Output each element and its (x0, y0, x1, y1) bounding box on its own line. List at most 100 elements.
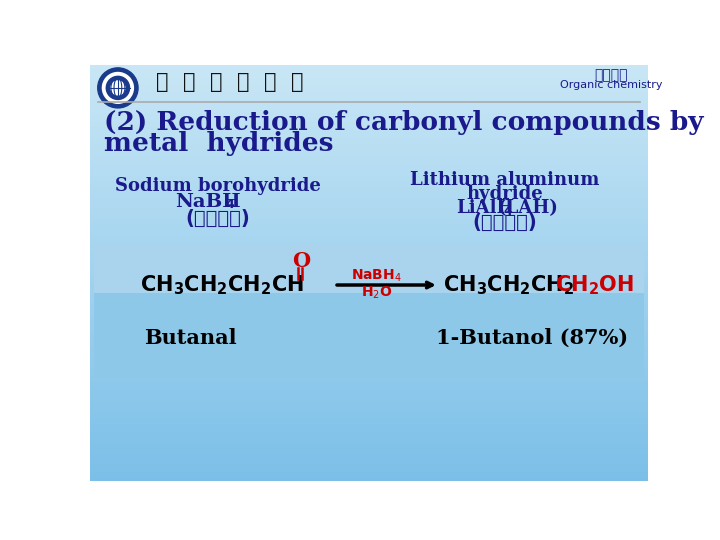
Bar (90, 240, 648, 241)
Bar (90, 311, 648, 312)
Bar (90, 374, 648, 375)
Bar (90, 459, 648, 460)
Bar (90, 339, 648, 340)
Bar (90, 334, 648, 335)
Bar (90, 358, 648, 359)
Bar (90, 265, 648, 266)
Bar (90, 389, 648, 390)
Bar (90, 159, 648, 160)
Bar (90, 113, 648, 114)
Bar (90, 227, 648, 228)
Bar (90, 117, 648, 118)
Text: 有机化学: 有机化学 (594, 69, 628, 83)
Bar (90, 323, 648, 325)
Circle shape (111, 81, 125, 95)
Bar (90, 193, 648, 194)
Bar (90, 228, 648, 229)
Bar (90, 368, 648, 369)
Bar (90, 414, 648, 415)
Bar (90, 348, 648, 349)
Bar (90, 306, 648, 307)
Bar (90, 220, 648, 221)
Bar (90, 202, 648, 204)
Bar (90, 236, 648, 237)
Text: $\mathbf{CH_3CH_2CH_2CH}$: $\mathbf{CH_3CH_2CH_2CH}$ (140, 273, 305, 297)
Bar (90, 279, 648, 280)
Bar (90, 219, 648, 220)
Bar (90, 480, 648, 481)
Bar (90, 114, 648, 115)
Bar (90, 405, 648, 406)
Bar (90, 466, 648, 467)
Bar (90, 182, 648, 183)
Bar (90, 108, 648, 109)
Bar (90, 99, 648, 100)
Bar (90, 177, 648, 178)
Bar (90, 83, 648, 84)
Bar (90, 271, 648, 272)
Bar (90, 390, 648, 391)
Bar (90, 350, 648, 351)
Bar (90, 415, 648, 416)
Bar (90, 450, 648, 451)
Text: Organic chemistry: Organic chemistry (559, 80, 662, 90)
Bar (90, 367, 648, 368)
Bar (90, 465, 648, 466)
Bar (90, 86, 648, 87)
Bar (90, 284, 648, 285)
Bar (90, 194, 648, 195)
Bar (90, 294, 648, 295)
Bar (90, 232, 648, 233)
Bar (90, 435, 648, 436)
Text: LiAlH: LiAlH (456, 199, 514, 217)
Bar (90, 353, 648, 354)
Bar (90, 366, 648, 367)
Bar (90, 452, 648, 453)
Bar (90, 377, 648, 378)
Text: hydride: hydride (467, 185, 543, 203)
Bar (90, 381, 648, 382)
Bar (90, 179, 648, 180)
Bar (90, 436, 648, 437)
Bar (90, 455, 648, 456)
Bar (90, 360, 648, 361)
Bar (90, 382, 648, 383)
Bar (90, 443, 648, 444)
Bar (90, 434, 648, 435)
Bar (90, 456, 648, 457)
Bar (90, 136, 648, 137)
Bar (90, 385, 648, 386)
Bar (90, 320, 648, 321)
Bar (90, 140, 648, 141)
Bar (90, 73, 648, 74)
Text: H$_2$O: H$_2$O (361, 285, 392, 301)
Bar (90, 281, 648, 282)
Bar (90, 156, 648, 157)
Bar (90, 137, 648, 138)
Text: NaBH: NaBH (175, 193, 240, 211)
Bar (90, 153, 648, 154)
Bar (90, 157, 648, 158)
Bar (90, 168, 648, 170)
Bar (90, 376, 648, 377)
Bar (90, 457, 648, 458)
Bar (90, 119, 648, 120)
Text: Butanal: Butanal (145, 328, 237, 348)
Bar (90, 85, 648, 86)
Bar (90, 127, 648, 128)
Bar (90, 310, 648, 311)
Bar (90, 180, 648, 181)
Bar (90, 256, 648, 257)
Bar (90, 347, 648, 348)
Bar (90, 130, 648, 131)
Bar (90, 97, 648, 98)
Bar (90, 207, 648, 208)
Bar (90, 104, 648, 105)
Bar (90, 247, 648, 248)
Bar (90, 184, 648, 185)
Bar (90, 146, 648, 147)
Bar (90, 386, 648, 387)
Bar (90, 176, 648, 177)
Text: Lithium aluminum: Lithium aluminum (410, 171, 599, 190)
Bar (90, 352, 648, 353)
